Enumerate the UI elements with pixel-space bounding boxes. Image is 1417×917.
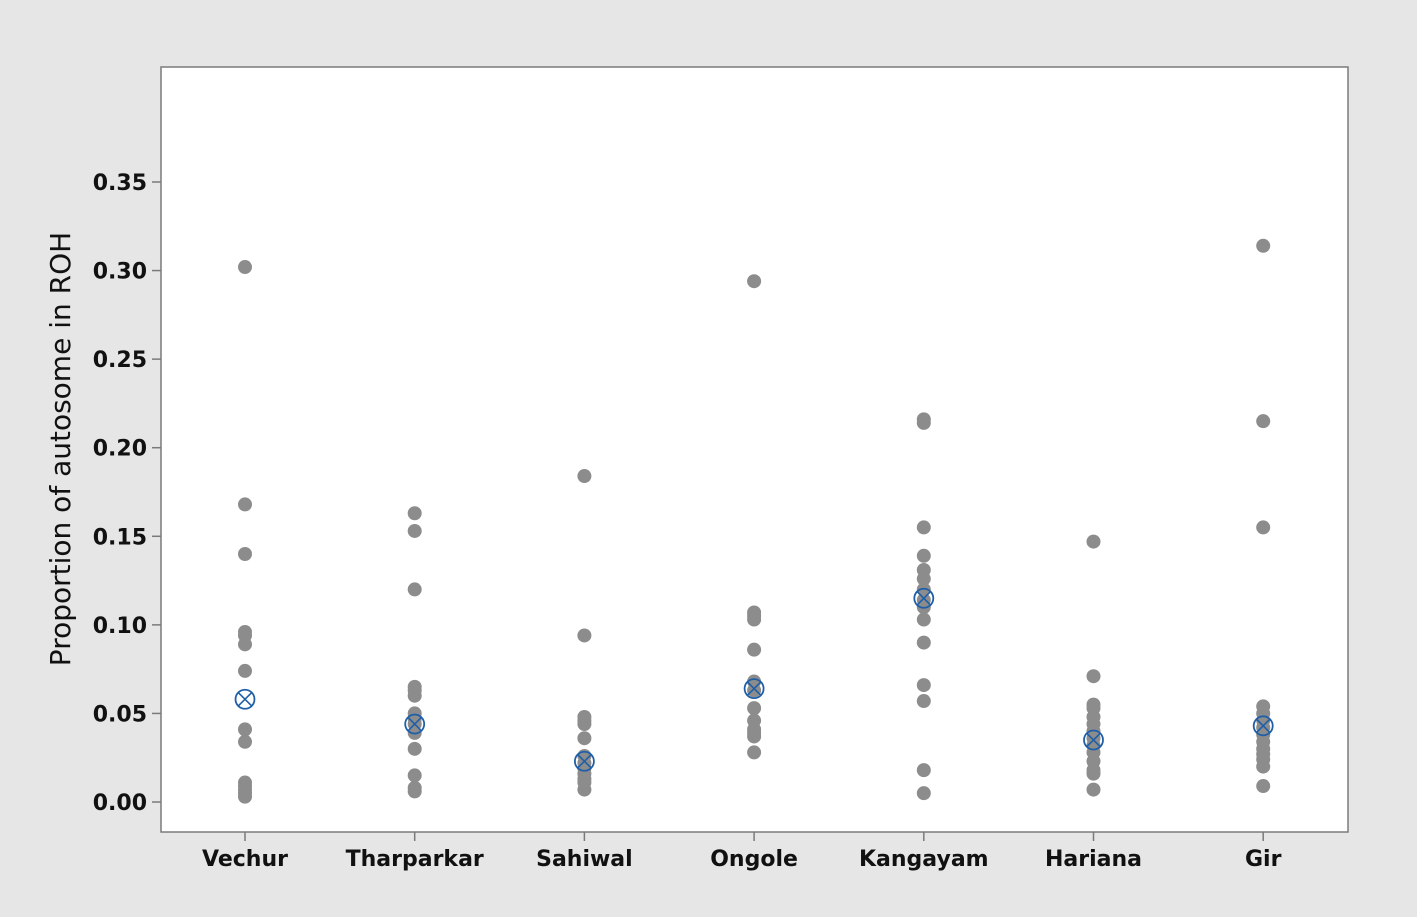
data-point (747, 612, 762, 627)
mean-marker (404, 713, 426, 735)
y-tick-label: 0.25 (93, 348, 147, 373)
data-point (238, 547, 252, 561)
x-category-label: Sahiwal (536, 847, 633, 872)
data-point (916, 548, 931, 563)
x-category-label: Tharparkar (346, 847, 484, 872)
mean-marker (574, 750, 595, 772)
data-point (747, 642, 762, 657)
data-point (238, 734, 252, 749)
data-point (238, 722, 252, 737)
mean-marker (1083, 729, 1104, 751)
data-point (1256, 238, 1271, 253)
data-point (577, 731, 592, 746)
data-point (1256, 414, 1271, 429)
data-point (407, 506, 422, 521)
data-point (916, 678, 931, 693)
data-point (238, 789, 252, 804)
mean-marker (1252, 715, 1274, 737)
data-point (916, 415, 931, 430)
data-point (1086, 782, 1101, 797)
y-tick-label: 0.35 (93, 171, 147, 196)
data-point (238, 497, 252, 512)
data-point (747, 745, 762, 760)
data-point (1086, 766, 1101, 781)
mean-marker (743, 678, 765, 700)
data-point (577, 469, 592, 484)
data-point (916, 786, 931, 801)
x-category-label: Vechur (202, 847, 288, 872)
data-point (407, 768, 422, 783)
data-point (577, 782, 592, 797)
y-tick-label: 0.20 (93, 437, 147, 462)
data-point (238, 663, 252, 678)
data-point (238, 637, 252, 652)
data-point (1086, 534, 1101, 549)
data-point (916, 694, 931, 709)
data-point (916, 635, 931, 650)
data-point (747, 274, 762, 289)
mean-marker (913, 587, 935, 609)
data-point (577, 717, 592, 732)
data-point (916, 520, 931, 535)
x-category-label: Kangayam (859, 847, 989, 872)
x-category-label: Gir (1245, 847, 1282, 872)
data-points (238, 238, 1271, 804)
x-axis-ticks: Vechur Tharparkar Sahiwal Ongole Kangayam Har… (202, 832, 1282, 872)
data-point (1256, 520, 1271, 535)
data-point (407, 784, 422, 799)
data-point (916, 571, 931, 586)
data-point (1086, 669, 1101, 684)
y-tick-label: 0.10 (93, 614, 147, 639)
data-point (1256, 779, 1271, 794)
y-tick-label: 0.15 (93, 525, 147, 550)
y-tick-label: 0.30 (93, 260, 147, 285)
data-point (747, 729, 762, 744)
data-point (238, 260, 252, 275)
y-tick-label: 0.00 (93, 791, 147, 816)
data-point (916, 612, 931, 627)
data-point (577, 628, 592, 643)
y-axis-title: Proportion of autosome in ROH (44, 232, 77, 666)
y-tick-label: 0.05 (93, 702, 147, 727)
data-point (407, 741, 422, 756)
data-point (747, 701, 762, 716)
data-point (1256, 759, 1271, 774)
x-category-label: Hariana (1045, 847, 1142, 872)
data-point (747, 683, 762, 698)
data-point (407, 688, 422, 703)
mean-markers (234, 587, 1274, 772)
mean-marker (234, 688, 256, 710)
data-point (916, 763, 931, 778)
y-axis-ticks: 0.00 0.05 0.10 0.15 0.20 0.25 0.30 0.35 (93, 171, 161, 816)
data-point (407, 582, 422, 597)
x-category-label: Ongole (710, 847, 798, 872)
data-point (407, 523, 422, 538)
